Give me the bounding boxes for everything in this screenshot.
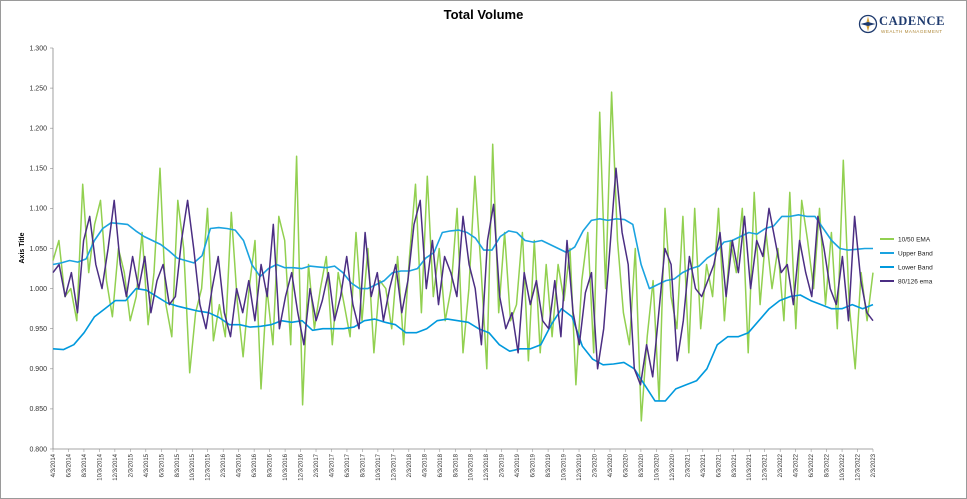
x-tick-label: 6/3/2021 <box>716 453 722 477</box>
x-tick-label: 10/3/2019 <box>562 453 568 480</box>
legend-label: Lower Band <box>898 264 933 271</box>
x-tick-label: 10/3/2015 <box>190 453 196 480</box>
x-tick-label: 6/3/2019 <box>531 453 537 477</box>
x-tick-label: 12/3/2016 <box>299 453 305 480</box>
legend-label: Upper Band <box>898 250 933 257</box>
x-tick-label: 4/3/2022 <box>794 453 800 477</box>
x-tick-label: 12/3/2021 <box>763 453 769 480</box>
x-tick-label: 6/3/2020 <box>623 453 629 477</box>
x-tick-label: 2/3/2016 <box>221 453 227 477</box>
chart-title: Total Volume <box>443 7 524 22</box>
x-tick-label: 8/3/2014 <box>82 453 88 477</box>
x-tick-label: 8/3/2018 <box>453 453 459 477</box>
y-tick-label: 1.000 <box>29 286 47 293</box>
x-tick-label: 4/3/2018 <box>422 453 428 477</box>
x-tick-label: 12/3/2017 <box>391 453 397 480</box>
x-tick-label: 8/3/2021 <box>732 453 738 477</box>
x-tick-label: 10/3/2016 <box>283 453 289 480</box>
x-tick-label: 4/3/2019 <box>515 453 521 477</box>
y-tick-label: 0.900 <box>29 366 47 373</box>
x-tick-label: 4/3/2014 <box>51 453 57 477</box>
y-tick-label: 1.100 <box>29 206 47 213</box>
series-line-upper-band <box>52 214 873 290</box>
series-lines <box>52 91 874 422</box>
x-tick-label: 8/3/2020 <box>639 453 645 477</box>
x-tick-label: 8/3/2015 <box>175 453 181 477</box>
y-axis-title: Axis Title <box>19 232 26 263</box>
x-tick-label: 2/3/2018 <box>407 453 413 477</box>
x-tick-label: 10/3/2022 <box>840 453 846 480</box>
x-tick-label: 8/3/2016 <box>268 453 274 477</box>
x-tick-label: 4/3/2020 <box>608 453 614 477</box>
x-tick-label: 12/3/2022 <box>856 453 862 480</box>
y-tick-label: 1.300 <box>29 45 47 52</box>
x-tick-label: 2/3/2020 <box>593 453 599 477</box>
y-tick-label: 1.150 <box>29 166 47 173</box>
x-tick-label: 8/3/2022 <box>825 453 831 477</box>
x-tick-label: 10/3/2018 <box>469 453 475 480</box>
x-tick-label: 6/3/2014 <box>66 453 72 477</box>
x-tick-label: 2/3/2019 <box>500 453 506 477</box>
logo-name: CADENCE <box>879 14 946 28</box>
x-tick-label: 10/3/2020 <box>654 453 660 480</box>
y-tick-label: 1.200 <box>29 126 47 133</box>
x-tick-label: 8/3/2019 <box>546 453 552 477</box>
x-tick-label: 4/3/2021 <box>701 453 707 477</box>
x-tick-label: 12/3/2014 <box>113 453 119 480</box>
x-axis-ticks: 4/3/2014 6/3/2014 8/3/2014 10/3/2014 12/3/20… <box>51 449 877 481</box>
series-line-lower-band <box>52 287 874 402</box>
x-tick-label: 12/3/2019 <box>577 453 583 480</box>
x-tick-label: 2/3/2023 <box>871 453 877 477</box>
x-tick-label: 10/3/2021 <box>747 453 753 480</box>
x-tick-label: 4/3/2016 <box>237 453 243 477</box>
legend-label: 80/126 ema <box>898 278 933 285</box>
x-tick-label: 2/3/2021 <box>685 453 691 477</box>
x-tick-label: 8/3/2017 <box>360 453 366 477</box>
chart-legend: 10/50 EMA Upper Band Lower Band 80/126 ema <box>880 236 933 285</box>
x-tick-label: 12/3/2018 <box>484 453 490 480</box>
x-tick-label: 10/3/2017 <box>376 453 382 480</box>
compass-icon <box>858 14 878 34</box>
y-tick-label: 0.950 <box>29 326 47 333</box>
series-line-10-50-ema <box>52 91 874 422</box>
y-tick-label: 1.250 <box>29 85 47 92</box>
x-tick-label: 6/3/2017 <box>345 453 351 477</box>
legend-label: 10/50 EMA <box>898 236 931 243</box>
x-tick-label: 2/3/2017 <box>314 453 320 477</box>
x-tick-label: 12/3/2020 <box>670 453 676 480</box>
x-tick-label: 2/3/2015 <box>128 453 134 477</box>
x-tick-label: 6/3/2015 <box>159 453 165 477</box>
x-tick-label: 6/3/2016 <box>252 453 258 477</box>
y-tick-label: 0.850 <box>29 406 47 413</box>
logo-tagline: WEALTH MANAGEMENT <box>881 29 943 34</box>
x-tick-label: 6/3/2022 <box>809 453 815 477</box>
x-tick-label: 4/3/2017 <box>329 453 335 477</box>
x-tick-label: 2/3/2022 <box>778 453 784 477</box>
company-logo: CADENCE WEALTH MANAGEMENT <box>858 14 958 44</box>
x-tick-label: 6/3/2018 <box>438 453 444 477</box>
y-tick-label: 0.800 <box>29 446 47 453</box>
x-tick-label: 10/3/2014 <box>97 453 103 480</box>
series-line-80-126-ema <box>52 167 874 386</box>
x-tick-label: 4/3/2015 <box>144 453 150 477</box>
x-tick-label: 12/3/2015 <box>206 453 212 480</box>
y-tick-label: 1.050 <box>29 246 47 253</box>
y-axis-ticks: 0.800 0.850 0.900 0.950 1.000 1.050 1.100 1.150… <box>29 45 53 453</box>
